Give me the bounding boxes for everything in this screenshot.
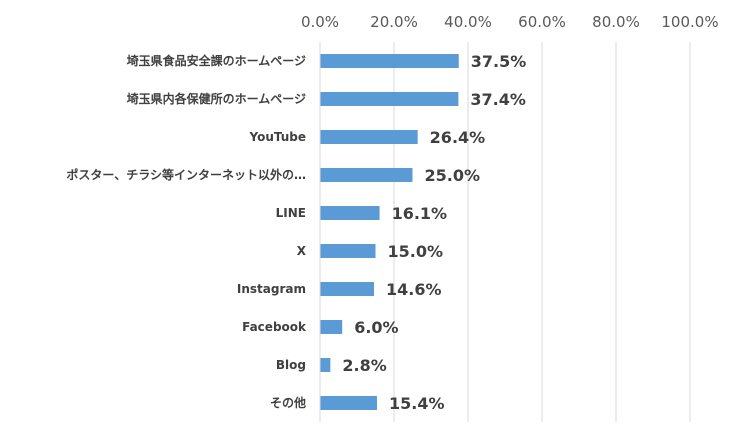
category-label: ポスター、チラシ等インターネット以外の… [66, 167, 306, 182]
category-label: X [297, 244, 307, 258]
category-label: LINE [276, 206, 306, 220]
bar [320, 168, 413, 182]
data-label: 25.0% [425, 166, 481, 185]
bar [320, 320, 343, 334]
bar [320, 282, 375, 296]
category-label: その他 [270, 395, 306, 410]
bar [320, 206, 380, 220]
gridlines [393, 42, 691, 422]
data-label: 37.4% [470, 90, 526, 109]
data-label: 37.5% [471, 52, 527, 71]
data-labels: 37.5% 37.4% 26.4% 25.0% 16.1% 15.0% 14.6% 6.0% 2… [342, 52, 526, 413]
data-label: 26.4% [430, 128, 486, 147]
category-label: 埼玉県食品安全課のホームページ [127, 53, 306, 68]
bar [320, 54, 459, 68]
x-tick-label: 80.0% [592, 13, 640, 31]
data-label: 16.1% [392, 204, 448, 223]
data-label: 6.0% [354, 318, 398, 337]
category-label: 埼玉県内各保健所のホームページ [127, 91, 306, 106]
bar [320, 130, 418, 144]
x-tick-label: 100.0% [661, 13, 718, 31]
category-label: Instagram [237, 282, 306, 296]
bar [320, 396, 377, 410]
x-axis-ticks: 0.0% 20.0% 40.0% 60.0% 80.0% 100.0% [301, 13, 719, 31]
x-tick-label: 60.0% [518, 13, 566, 31]
bar [320, 358, 331, 372]
x-tick-label: 40.0% [444, 13, 492, 31]
category-label: YouTube [248, 130, 306, 144]
data-label: 2.8% [342, 356, 386, 375]
bar [320, 92, 459, 106]
data-label: 15.4% [389, 394, 445, 413]
bar [320, 244, 376, 258]
category-label: Facebook [242, 320, 307, 334]
data-label: 15.0% [388, 242, 444, 261]
category-label: Blog [276, 358, 306, 372]
bars [320, 54, 459, 410]
data-label: 14.6% [386, 280, 442, 299]
x-tick-label: 0.0% [301, 13, 339, 31]
x-tick-label: 20.0% [370, 13, 418, 31]
